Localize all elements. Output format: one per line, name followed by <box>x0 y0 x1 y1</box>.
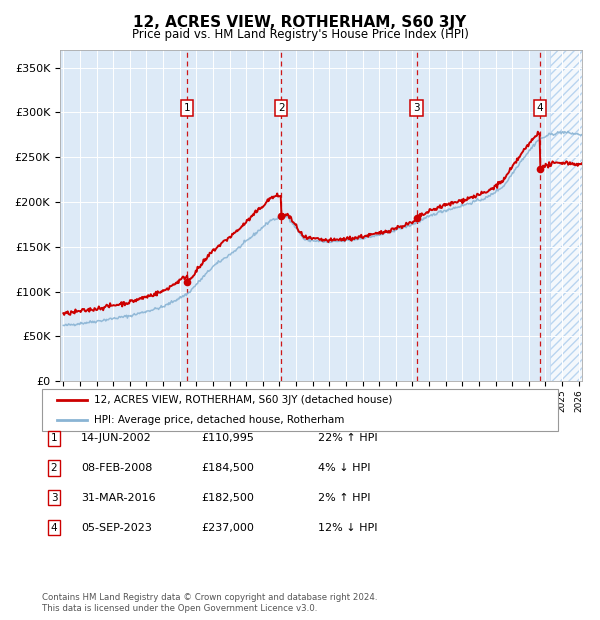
Text: £110,995: £110,995 <box>201 433 254 443</box>
Text: 05-SEP-2023: 05-SEP-2023 <box>81 523 152 533</box>
Text: 12, ACRES VIEW, ROTHERHAM, S60 3JY: 12, ACRES VIEW, ROTHERHAM, S60 3JY <box>133 16 467 30</box>
Text: 2% ↑ HPI: 2% ↑ HPI <box>318 493 371 503</box>
Text: 12% ↓ HPI: 12% ↓ HPI <box>318 523 377 533</box>
Text: £184,500: £184,500 <box>201 463 254 473</box>
Text: 2: 2 <box>50 463 58 473</box>
Text: 08-FEB-2008: 08-FEB-2008 <box>81 463 152 473</box>
Text: Price paid vs. HM Land Registry's House Price Index (HPI): Price paid vs. HM Land Registry's House … <box>131 28 469 41</box>
Text: 22% ↑ HPI: 22% ↑ HPI <box>318 433 377 443</box>
Text: 2: 2 <box>278 103 284 113</box>
Text: 1: 1 <box>50 433 58 443</box>
Text: £237,000: £237,000 <box>201 523 254 533</box>
Text: 14-JUN-2002: 14-JUN-2002 <box>81 433 152 443</box>
Text: 4: 4 <box>50 523 58 533</box>
Text: 12, ACRES VIEW, ROTHERHAM, S60 3JY (detached house): 12, ACRES VIEW, ROTHERHAM, S60 3JY (deta… <box>94 395 392 405</box>
Text: 4: 4 <box>536 103 543 113</box>
Bar <box>550 50 582 381</box>
Text: 31-MAR-2016: 31-MAR-2016 <box>81 493 155 503</box>
Text: £182,500: £182,500 <box>201 493 254 503</box>
Text: 4% ↓ HPI: 4% ↓ HPI <box>318 463 371 473</box>
Text: 1: 1 <box>184 103 190 113</box>
Text: HPI: Average price, detached house, Rotherham: HPI: Average price, detached house, Roth… <box>94 415 344 425</box>
Bar <box>550 50 582 381</box>
Text: 3: 3 <box>413 103 420 113</box>
Text: 3: 3 <box>50 493 58 503</box>
Text: Contains HM Land Registry data © Crown copyright and database right 2024.
This d: Contains HM Land Registry data © Crown c… <box>42 593 377 613</box>
